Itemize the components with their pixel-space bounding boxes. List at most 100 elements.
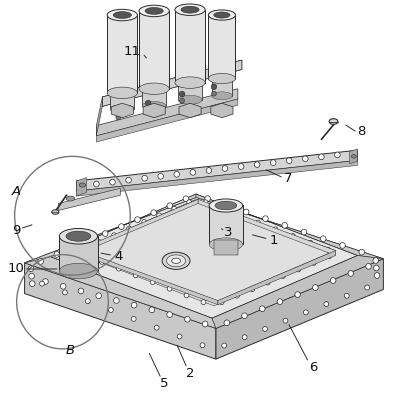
Polygon shape (211, 103, 233, 118)
Ellipse shape (178, 95, 202, 104)
Circle shape (219, 300, 224, 305)
Polygon shape (111, 103, 133, 118)
Circle shape (100, 259, 104, 264)
Ellipse shape (110, 88, 134, 97)
Polygon shape (179, 103, 201, 118)
Circle shape (151, 210, 156, 215)
Circle shape (344, 293, 349, 298)
Circle shape (242, 335, 247, 340)
Text: 3: 3 (224, 226, 232, 239)
Polygon shape (110, 93, 134, 109)
Ellipse shape (214, 12, 230, 18)
Ellipse shape (142, 84, 166, 93)
Polygon shape (78, 250, 218, 305)
Circle shape (224, 203, 230, 208)
Circle shape (224, 320, 230, 326)
Circle shape (250, 286, 255, 291)
Circle shape (374, 272, 380, 278)
Polygon shape (102, 60, 242, 106)
Circle shape (202, 321, 208, 327)
Circle shape (184, 293, 189, 298)
Polygon shape (143, 103, 165, 118)
Polygon shape (76, 160, 358, 196)
Circle shape (82, 253, 87, 258)
Ellipse shape (166, 255, 186, 267)
Text: 7: 7 (284, 172, 292, 185)
Circle shape (263, 216, 268, 222)
Circle shape (254, 162, 260, 167)
Ellipse shape (145, 7, 163, 14)
Circle shape (94, 181, 99, 187)
Circle shape (190, 169, 196, 175)
Ellipse shape (66, 196, 75, 201)
Circle shape (174, 171, 180, 177)
Text: 5: 5 (160, 377, 168, 390)
Circle shape (177, 334, 182, 339)
Ellipse shape (139, 5, 169, 17)
Circle shape (304, 310, 308, 315)
Ellipse shape (329, 119, 338, 125)
Circle shape (146, 107, 150, 112)
Circle shape (263, 326, 268, 331)
Circle shape (340, 242, 345, 248)
Circle shape (167, 286, 172, 291)
Circle shape (359, 249, 364, 255)
Circle shape (180, 98, 184, 103)
Circle shape (126, 177, 131, 183)
Text: A: A (11, 185, 20, 198)
Circle shape (97, 240, 101, 244)
Circle shape (116, 266, 121, 271)
Ellipse shape (208, 10, 236, 20)
Ellipse shape (181, 6, 199, 13)
Circle shape (184, 316, 190, 322)
Polygon shape (58, 188, 120, 210)
Circle shape (320, 236, 326, 242)
Circle shape (112, 233, 116, 238)
Circle shape (187, 200, 192, 205)
Circle shape (172, 206, 177, 211)
Ellipse shape (139, 83, 169, 95)
Circle shape (242, 313, 247, 319)
Polygon shape (25, 194, 196, 263)
Circle shape (326, 247, 330, 252)
Ellipse shape (212, 75, 232, 83)
Ellipse shape (208, 74, 236, 84)
Polygon shape (214, 240, 238, 255)
Circle shape (221, 207, 226, 212)
Polygon shape (102, 60, 242, 106)
Ellipse shape (110, 105, 134, 114)
Ellipse shape (209, 238, 243, 251)
Polygon shape (209, 206, 243, 245)
Ellipse shape (79, 183, 86, 187)
Circle shape (150, 279, 155, 284)
Polygon shape (142, 89, 166, 106)
Circle shape (29, 273, 34, 279)
Circle shape (118, 224, 124, 229)
Circle shape (133, 273, 138, 278)
Circle shape (40, 281, 44, 286)
Circle shape (142, 175, 148, 181)
Ellipse shape (175, 4, 205, 16)
Ellipse shape (215, 201, 237, 210)
Ellipse shape (113, 12, 131, 18)
Ellipse shape (352, 155, 356, 158)
Circle shape (238, 164, 244, 169)
Circle shape (116, 115, 121, 120)
Circle shape (295, 292, 300, 298)
Circle shape (157, 213, 162, 218)
Polygon shape (59, 236, 98, 271)
Circle shape (82, 246, 86, 251)
Ellipse shape (142, 102, 166, 111)
Text: 4: 4 (114, 250, 122, 263)
Circle shape (366, 263, 371, 269)
Polygon shape (96, 89, 238, 136)
Ellipse shape (66, 231, 91, 241)
Circle shape (243, 209, 249, 215)
Circle shape (308, 240, 313, 245)
Circle shape (335, 152, 340, 158)
Polygon shape (178, 83, 202, 100)
Circle shape (301, 229, 307, 235)
Circle shape (324, 302, 329, 307)
Polygon shape (218, 251, 336, 305)
Circle shape (260, 306, 265, 312)
